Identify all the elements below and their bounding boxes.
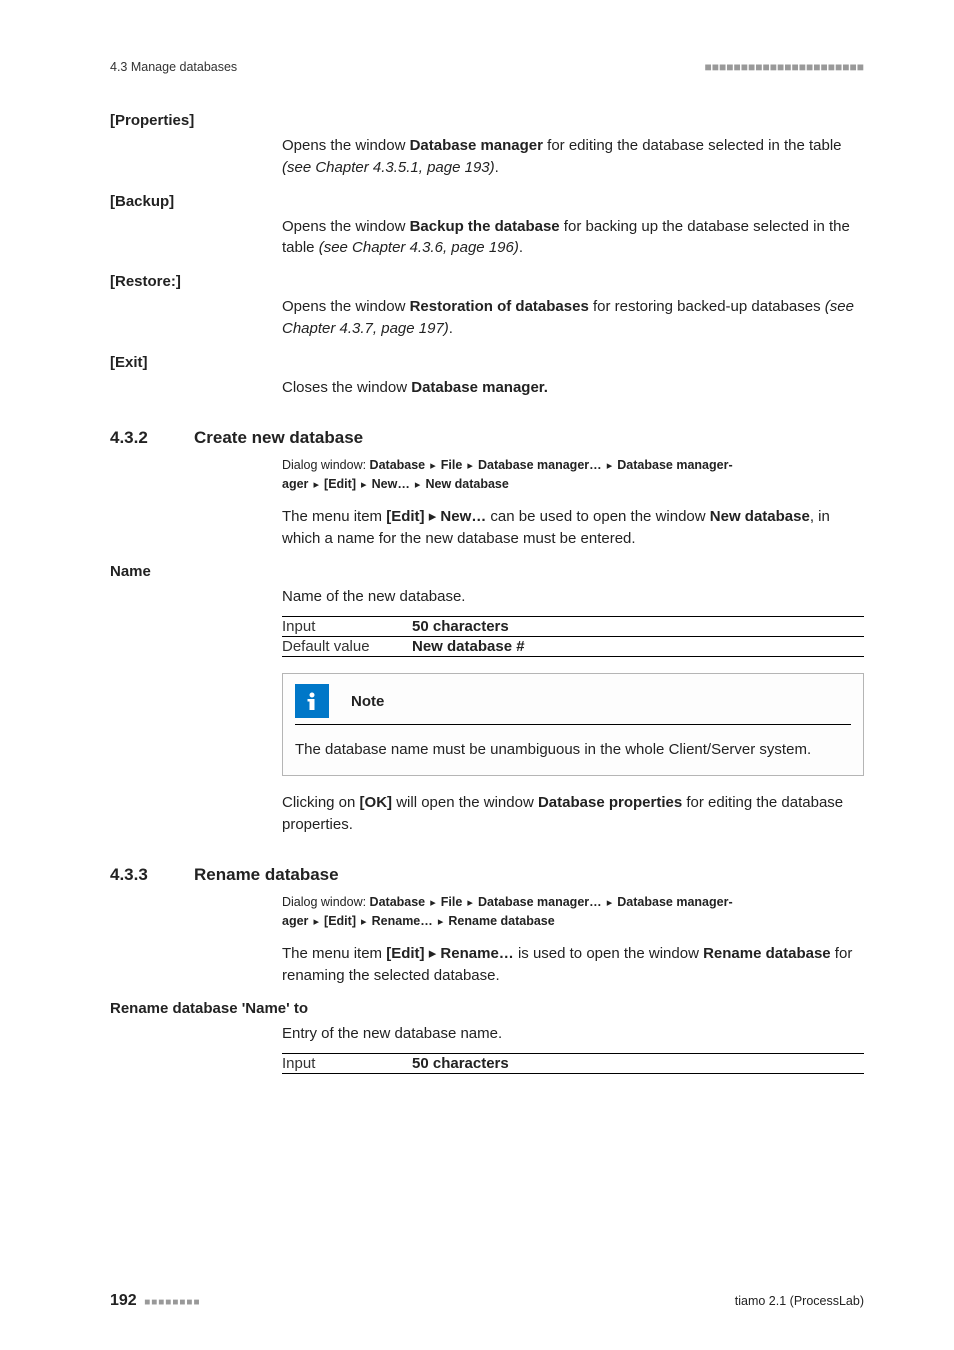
rename-table: Input 50 characters	[282, 1053, 864, 1074]
section-433-heading: 4.3.3 Rename database	[110, 865, 864, 885]
item-restore: [Restore:] Opens the window Restoration …	[110, 273, 864, 340]
item-exit-text: Closes the window Database manager.	[282, 377, 864, 399]
section-432-num: 4.3.2	[110, 428, 194, 448]
header-section-label: 4.3 Manage databases	[110, 60, 237, 74]
field-name-desc: Name of the new database.	[282, 586, 864, 608]
item-backup-label: [Backup]	[110, 193, 864, 210]
table-cell-input-value: 50 characters	[412, 1055, 509, 1072]
info-icon	[295, 684, 329, 718]
note-body: The database name must be unambiguous in…	[295, 739, 851, 761]
table-cell-input-label: Input	[282, 618, 412, 635]
footer-product: tiamo 2.1 (ProcessLab)	[735, 1294, 864, 1308]
table-cell-default-label: Default value	[282, 638, 412, 655]
field-name-label: Name	[110, 563, 864, 580]
item-properties: [Properties] Opens the window Database m…	[110, 112, 864, 179]
table-cell-default-value: New database #	[412, 638, 525, 655]
note-header: Note	[295, 684, 851, 725]
section-433-dialog-path: Dialog window: Database ▸ File ▸ Databas…	[282, 893, 864, 931]
table-row: Input 50 characters	[282, 1053, 864, 1074]
page-number: 192	[110, 1292, 137, 1309]
item-restore-text: Opens the window Restoration of database…	[282, 296, 864, 340]
item-backup-text: Opens the window Backup the database for…	[282, 216, 864, 260]
section-432-intro: The menu item [Edit] ▸ New… can be used …	[282, 506, 864, 550]
section-432-heading: 4.3.2 Create new database	[110, 428, 864, 448]
section-433-intro: The menu item [Edit] ▸ Rename… is used t…	[282, 943, 864, 987]
name-table: Input 50 characters Default value New da…	[282, 616, 864, 657]
page-header: 4.3 Manage databases ■■■■■■■■■■■■■■■■■■■…	[110, 60, 864, 74]
table-cell-input-value: 50 characters	[412, 618, 509, 635]
section-432-dialog-path: Dialog window: Database ▸ File ▸ Databas…	[282, 456, 864, 494]
page-footer: 192 ■■■■■■■■ tiamo 2.1 (ProcessLab)	[110, 1292, 864, 1310]
item-backup: [Backup] Opens the window Backup the dat…	[110, 193, 864, 260]
field-rename-desc: Entry of the new database name.	[282, 1023, 864, 1045]
item-exit-label: [Exit]	[110, 354, 864, 371]
table-row: Default value New database #	[282, 636, 864, 657]
table-cell-input-label: Input	[282, 1055, 412, 1072]
item-restore-label: [Restore:]	[110, 273, 864, 290]
header-decoration: ■■■■■■■■■■■■■■■■■■■■■■	[705, 60, 864, 74]
section-433-title: Rename database	[194, 865, 339, 885]
item-exit: [Exit] Closes the window Database manage…	[110, 354, 864, 399]
footer-left: 192 ■■■■■■■■	[110, 1292, 201, 1310]
note-box: Note The database name must be unambiguo…	[282, 673, 864, 776]
footer-decoration: ■■■■■■■■	[144, 1297, 200, 1308]
section-432-title: Create new database	[194, 428, 363, 448]
item-properties-label: [Properties]	[110, 112, 864, 129]
info-icon-svg	[301, 690, 323, 712]
item-properties-text: Opens the window Database manager for ed…	[282, 135, 864, 179]
note-title: Note	[351, 693, 384, 710]
table-row: Input 50 characters	[282, 616, 864, 636]
field-rename-label: Rename database 'Name' to	[110, 1000, 864, 1017]
section-433-num: 4.3.3	[110, 865, 194, 885]
section-432-after-note: Clicking on [OK] will open the window Da…	[282, 792, 864, 836]
